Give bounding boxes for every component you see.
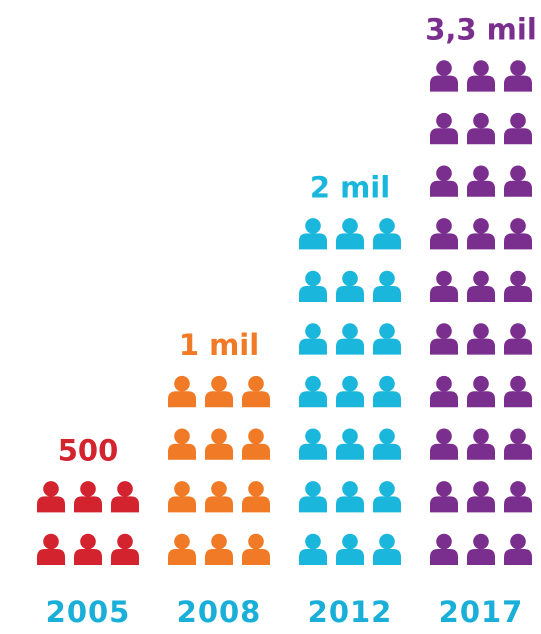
person-icon	[430, 375, 458, 408]
category-label-2017: 2017	[439, 595, 524, 629]
value-label-2017: 3,3 mil	[425, 13, 537, 47]
person-icon	[504, 375, 532, 408]
person-icon	[467, 112, 495, 145]
person-icon	[467, 218, 495, 250]
value-label-2005: 500	[58, 433, 119, 467]
person-icon	[504, 270, 532, 302]
person-icon	[467, 375, 495, 408]
person-icon	[373, 428, 401, 460]
person-icon	[299, 428, 327, 460]
category-label-2005: 2005	[46, 595, 131, 629]
labels-layer: 500 2005 1 mil 2008 2 mil 2012 3,3 mil 2017	[46, 13, 537, 629]
person-icon	[430, 428, 458, 460]
person-icon	[373, 533, 401, 565]
person-icon	[299, 270, 327, 302]
person-icon	[430, 533, 458, 565]
icons-layer	[37, 60, 532, 565]
value-label-2008: 1 mil	[179, 328, 259, 362]
bar-2005	[37, 481, 139, 565]
person-icon	[467, 60, 495, 92]
person-icon	[37, 533, 65, 565]
value-label-2012: 2 mil	[310, 170, 390, 204]
person-icon	[430, 481, 458, 513]
person-icon	[504, 323, 532, 355]
person-icon	[168, 481, 196, 513]
bar-2008	[168, 375, 270, 565]
person-icon	[242, 533, 270, 565]
person-icon	[504, 428, 532, 460]
person-icon	[373, 375, 401, 408]
person-icon	[168, 533, 196, 565]
person-icon	[467, 270, 495, 302]
person-icon	[504, 112, 532, 145]
person-icon	[336, 270, 364, 302]
person-icon	[373, 481, 401, 513]
person-icon	[373, 323, 401, 355]
person-icon	[242, 481, 270, 513]
person-icon	[430, 165, 458, 197]
person-icon	[299, 375, 327, 408]
category-label-2012: 2012	[308, 595, 393, 629]
bar-2017	[430, 60, 532, 565]
person-icon	[336, 218, 364, 250]
person-icon	[430, 60, 458, 92]
person-icon	[299, 481, 327, 513]
person-icon	[37, 481, 65, 513]
person-icon	[504, 481, 532, 513]
person-icon	[336, 533, 364, 565]
person-icon	[336, 428, 364, 460]
person-icon	[467, 481, 495, 513]
person-icon	[467, 428, 495, 460]
person-icon	[111, 481, 139, 513]
person-icon	[504, 533, 532, 565]
category-label-2008: 2008	[177, 595, 262, 629]
person-icon	[336, 375, 364, 408]
person-icon	[430, 112, 458, 145]
person-icon	[168, 428, 196, 460]
person-icon	[430, 323, 458, 355]
person-icon	[504, 60, 532, 92]
person-icon	[336, 481, 364, 513]
person-icon	[74, 481, 102, 513]
bar-2012	[299, 218, 401, 565]
person-icon	[111, 533, 139, 565]
person-icon	[168, 375, 196, 408]
person-icon	[299, 218, 327, 250]
person-icon	[373, 218, 401, 250]
person-icon	[205, 533, 233, 565]
person-icon	[205, 375, 233, 408]
person-icon	[205, 428, 233, 460]
person-icon	[205, 481, 233, 513]
person-icon	[467, 165, 495, 197]
person-icon	[74, 533, 102, 565]
person-icon	[430, 270, 458, 302]
person-icon	[467, 533, 495, 565]
person-icon	[299, 533, 327, 565]
person-icon	[299, 323, 327, 355]
person-icon	[336, 323, 364, 355]
person-icon	[504, 165, 532, 197]
person-icon	[242, 375, 270, 408]
person-icon	[373, 270, 401, 302]
person-icon	[242, 428, 270, 460]
person-icon	[467, 323, 495, 355]
person-icon	[504, 218, 532, 250]
person-icon	[430, 218, 458, 250]
